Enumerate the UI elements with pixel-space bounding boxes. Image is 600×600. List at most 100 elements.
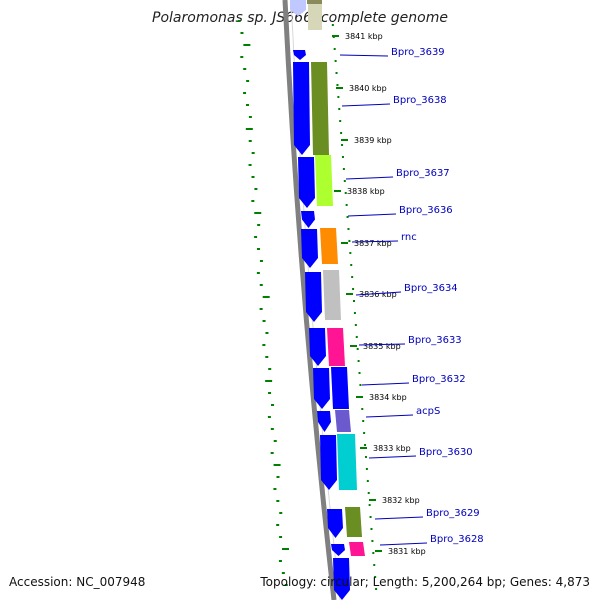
cog-block[interactable] xyxy=(327,328,345,366)
gene-label[interactable]: Bpro_3634 xyxy=(404,283,458,294)
gene-arrow[interactable] xyxy=(301,211,315,228)
gc-dot xyxy=(278,560,282,562)
gene-label[interactable]: rnc xyxy=(401,232,417,243)
gene-leader-line xyxy=(339,54,389,57)
gene-leader-line xyxy=(374,516,424,520)
gc-dot xyxy=(279,536,283,538)
skew-dot xyxy=(364,444,367,446)
gc-dot xyxy=(245,128,253,130)
gene-arrow[interactable] xyxy=(293,62,310,155)
kbp-tick-label: 3834 kbp xyxy=(369,393,407,402)
kbp-tick-label: 3832 kbp xyxy=(382,496,420,505)
gc-dot xyxy=(251,152,255,154)
cog-block[interactable] xyxy=(315,155,333,206)
gene-arrow[interactable] xyxy=(309,328,326,366)
gc-dot xyxy=(248,116,252,118)
cog-block[interactable] xyxy=(345,507,362,537)
gc-dot xyxy=(243,68,247,70)
gc-dot xyxy=(246,80,250,82)
accession-text: Accession: NC_007948 xyxy=(9,575,146,589)
gc-dot xyxy=(243,92,247,94)
gene-label[interactable]: Bpro_3637 xyxy=(396,168,450,179)
gene-leader-line xyxy=(351,240,399,243)
skew-dot xyxy=(356,348,359,350)
cog-block[interactable] xyxy=(337,434,357,490)
gene-label[interactable]: Bpro_3628 xyxy=(430,534,484,545)
gene-arrow[interactable] xyxy=(298,157,315,208)
gc-dot xyxy=(276,476,280,478)
cog-block[interactable] xyxy=(320,228,338,264)
kbp-tick-mark xyxy=(356,396,363,398)
gene-label[interactable]: Bpro_3638 xyxy=(393,95,447,106)
gene-label[interactable]: Bpro_3639 xyxy=(391,47,445,58)
cog-block[interactable] xyxy=(335,410,351,432)
gene-leader-line xyxy=(365,414,414,418)
gene-arrow[interactable] xyxy=(293,50,306,60)
gene-label[interactable]: Bpro_3633 xyxy=(408,335,462,346)
skew-dot xyxy=(340,132,343,134)
skew-dot xyxy=(363,432,366,434)
cog-block[interactable] xyxy=(311,62,329,155)
gene-arrow[interactable] xyxy=(290,0,306,16)
skew-dot xyxy=(361,408,364,410)
kbp-tick-mark xyxy=(369,499,376,501)
cog-block[interactable] xyxy=(308,0,322,30)
genome-summary-text: Topology: circular; Length: 5,200,264 bp… xyxy=(260,575,590,589)
skew-dot xyxy=(351,276,354,278)
gc-dot xyxy=(259,284,263,286)
skew-dot xyxy=(331,24,334,26)
gc-dot xyxy=(273,464,281,466)
gene-arrow[interactable] xyxy=(320,435,337,490)
skew-dot xyxy=(353,312,356,314)
gene-label[interactable]: Bpro_3630 xyxy=(419,447,473,458)
gc-dot xyxy=(254,236,258,238)
skew-dot xyxy=(358,372,361,374)
gene-arrow[interactable] xyxy=(313,368,330,409)
gc-dot xyxy=(281,572,285,574)
gene-arrow[interactable] xyxy=(301,229,318,268)
gc-dot xyxy=(268,392,272,394)
gc-dot xyxy=(270,452,274,454)
kbp-tick-label: 3836 kbp xyxy=(359,290,397,299)
gene-arrow[interactable] xyxy=(333,558,350,600)
kbp-tick-label: 3840 kbp xyxy=(349,84,387,93)
gc-dot xyxy=(257,224,261,226)
gene-arrow[interactable] xyxy=(305,272,322,322)
gc-dot xyxy=(243,44,251,46)
gc-dot xyxy=(248,164,252,166)
gc-dot xyxy=(262,320,266,322)
cog-block[interactable] xyxy=(349,542,365,556)
gene-label[interactable]: acpS xyxy=(416,406,440,417)
gene-label[interactable]: Bpro_3636 xyxy=(399,205,453,216)
gc-dot xyxy=(265,380,273,382)
cog-block[interactable] xyxy=(307,0,322,4)
gene-arrow[interactable] xyxy=(317,411,331,432)
skew-dot xyxy=(355,336,358,338)
skew-dot xyxy=(346,216,349,218)
skew-dot xyxy=(339,120,342,122)
skew-dot xyxy=(347,228,350,230)
skew-dot xyxy=(373,564,376,566)
gc-dot xyxy=(257,248,261,250)
gene-arrow[interactable] xyxy=(327,509,343,538)
gc-dot xyxy=(273,488,277,490)
gc-dot xyxy=(265,356,269,358)
cog-block[interactable] xyxy=(331,367,349,409)
skew-dot xyxy=(353,300,355,302)
gene-leader-line xyxy=(355,291,402,296)
kbp-tick-mark xyxy=(336,87,343,89)
gene-label[interactable]: Bpro_3632 xyxy=(412,374,466,385)
kbp-tick-label: 3837 kbp xyxy=(354,239,392,248)
skew-dot xyxy=(375,588,378,590)
gene-arrow[interactable] xyxy=(331,544,345,556)
gene-label[interactable]: Bpro_3629 xyxy=(426,508,480,519)
gene-leader-line xyxy=(341,103,391,107)
skew-dot xyxy=(372,552,375,554)
skew-dot xyxy=(337,96,340,98)
cog-block[interactable] xyxy=(323,270,341,320)
gc-dot xyxy=(245,104,249,106)
gc-dot xyxy=(270,404,274,406)
kbp-tick-mark xyxy=(341,242,348,244)
gc-dot xyxy=(273,440,277,442)
